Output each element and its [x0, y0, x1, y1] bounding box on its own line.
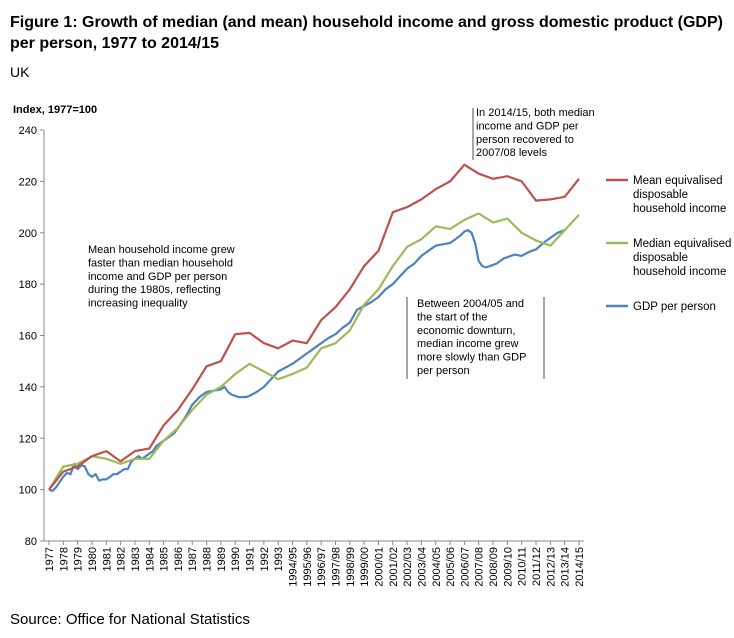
- x-tick-label: 2002/03: [402, 547, 414, 587]
- x-tick-label: 2006/07: [459, 547, 471, 587]
- annotation-text: person recovered to: [476, 134, 574, 146]
- x-tick-label: 1990: [230, 547, 242, 571]
- source-note: Source: Office for National Statistics: [10, 611, 250, 628]
- x-tick-label: 1998/99: [345, 547, 357, 587]
- y-axis-label: Index, 1977=100: [13, 104, 97, 116]
- annotation-text: income and GDP per person: [88, 271, 227, 283]
- x-tick-label: 2012/13: [545, 547, 557, 587]
- x-tick-label: 1981: [101, 547, 113, 571]
- x-tick-label: 1977: [44, 547, 56, 571]
- annotation-text: Between 2004/05 and: [417, 298, 524, 310]
- x-tick-label: 2000/01: [373, 547, 385, 587]
- x-tick-label: 1986: [173, 547, 185, 571]
- annotation-text: more slowly than GDP: [417, 352, 526, 364]
- x-tick-label: 1992: [259, 547, 271, 571]
- x-tick-label: 1979: [73, 547, 85, 571]
- annotation-text: increasing inequality: [88, 298, 188, 310]
- x-tick-label: 2011/12: [531, 547, 543, 586]
- annotation-text: per person: [417, 365, 470, 377]
- x-tick-label: 1987: [187, 547, 199, 571]
- x-tick-label: 2010/11: [517, 547, 529, 586]
- x-tick-label: 1985: [159, 547, 171, 571]
- x-tick-label: 1999/00: [359, 547, 371, 587]
- x-tick-label: 1988: [202, 547, 214, 571]
- legend-label: household income: [633, 203, 726, 215]
- chart-title: Figure 1: Growth of median (and mean) ho…: [10, 14, 723, 52]
- x-tick-label: 1997/98: [330, 547, 342, 587]
- x-tick-label: 1996/97: [316, 547, 328, 587]
- annotation-text: In 2014/15, both median: [476, 107, 595, 119]
- series-line-gdp: [48, 229, 566, 492]
- x-tick-label: 2009/10: [502, 547, 514, 587]
- x-tick-label: 2014/15: [574, 547, 586, 587]
- legend-label: household income: [633, 266, 726, 278]
- legend-label: disposable: [633, 189, 688, 201]
- x-tick-label: 2001/02: [388, 547, 400, 587]
- y-tick-label: 180: [19, 279, 37, 291]
- x-tick-label: 2005/06: [445, 547, 457, 587]
- y-tick-label: 220: [19, 176, 37, 188]
- x-tick-label: 1993: [273, 547, 285, 571]
- series-line-mean: [48, 163, 580, 491]
- x-tick-label: 2013/14: [560, 547, 572, 587]
- series-line-median: [48, 212, 580, 491]
- annotation-text: the start of the: [417, 311, 487, 323]
- x-tick-label: 1978: [58, 547, 70, 571]
- annotation-text: median income grew: [417, 338, 519, 350]
- y-tick-label: 140: [19, 382, 37, 394]
- y-tick-label: 160: [19, 331, 37, 343]
- y-tick-label: 240: [19, 125, 37, 137]
- x-tick-label: 1991: [245, 547, 257, 571]
- x-tick-label: 1995/96: [302, 547, 314, 587]
- annotation-text: Mean household income grew: [88, 244, 235, 256]
- x-tick-label: 2007/08: [474, 547, 486, 587]
- x-tick-label: 1980: [87, 547, 99, 571]
- y-tick-label: 80: [25, 536, 37, 548]
- legend-label: Median equivalised: [633, 238, 731, 250]
- annotation-text: faster than median household: [88, 257, 233, 269]
- x-tick-label: 2008/09: [488, 547, 500, 587]
- annotation-text: income and GDP per: [476, 120, 579, 132]
- x-tick-label: 1984: [144, 547, 156, 571]
- line-chart: Index, 1977=100 80 100 120 140 160 180 200 220 2…: [13, 104, 731, 587]
- legend-label: Mean equivalised: [633, 175, 723, 187]
- y-tick-label: 200: [19, 228, 37, 240]
- annotation-text: economic downturn,: [417, 325, 515, 337]
- chart-subtitle: UK: [10, 64, 30, 80]
- x-tick-label: 2004/05: [431, 547, 443, 587]
- annotation-text: during the 1980s, reflecting: [88, 284, 221, 296]
- x-tick-label: 2003/04: [416, 547, 428, 587]
- x-tick-label: 1994/95: [288, 547, 300, 587]
- x-tick-label: 1983: [130, 547, 142, 571]
- x-tick-label: 1982: [116, 547, 128, 571]
- legend-label: disposable: [633, 252, 688, 264]
- annotation-text: 2007/08 levels: [476, 147, 547, 159]
- x-tick-label: 1989: [216, 547, 228, 571]
- y-tick-label: 100: [19, 485, 37, 497]
- legend-label: GDP per person: [633, 301, 716, 313]
- y-tick-label: 120: [19, 433, 37, 445]
